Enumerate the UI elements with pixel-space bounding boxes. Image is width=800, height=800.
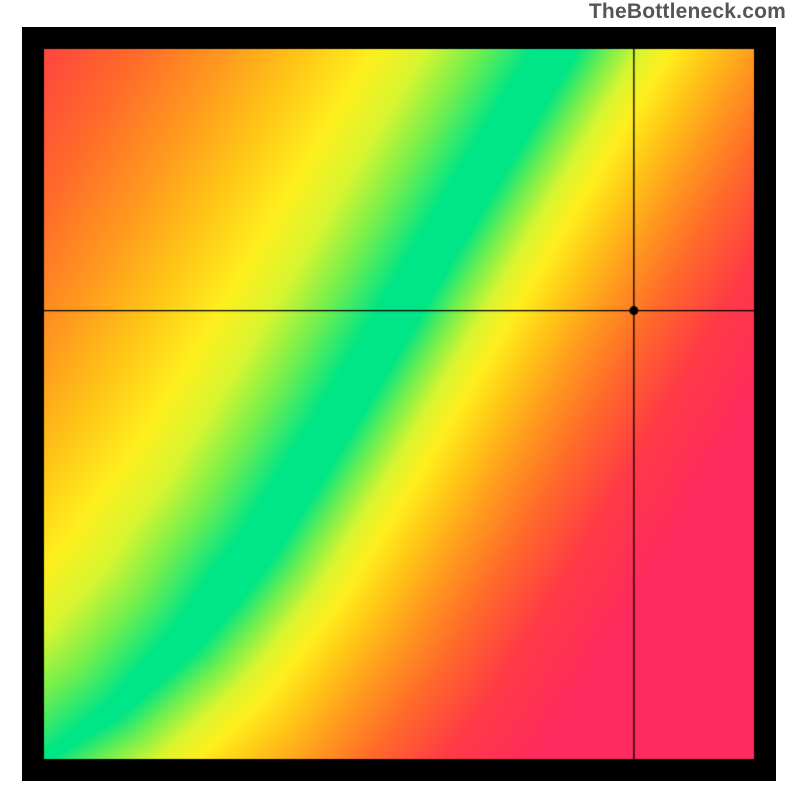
watermark-text: TheBottleneck.com <box>589 0 786 24</box>
root-container: TheBottleneck.com <box>0 0 800 800</box>
plot-frame <box>22 27 776 781</box>
heatmap-canvas <box>22 27 776 781</box>
